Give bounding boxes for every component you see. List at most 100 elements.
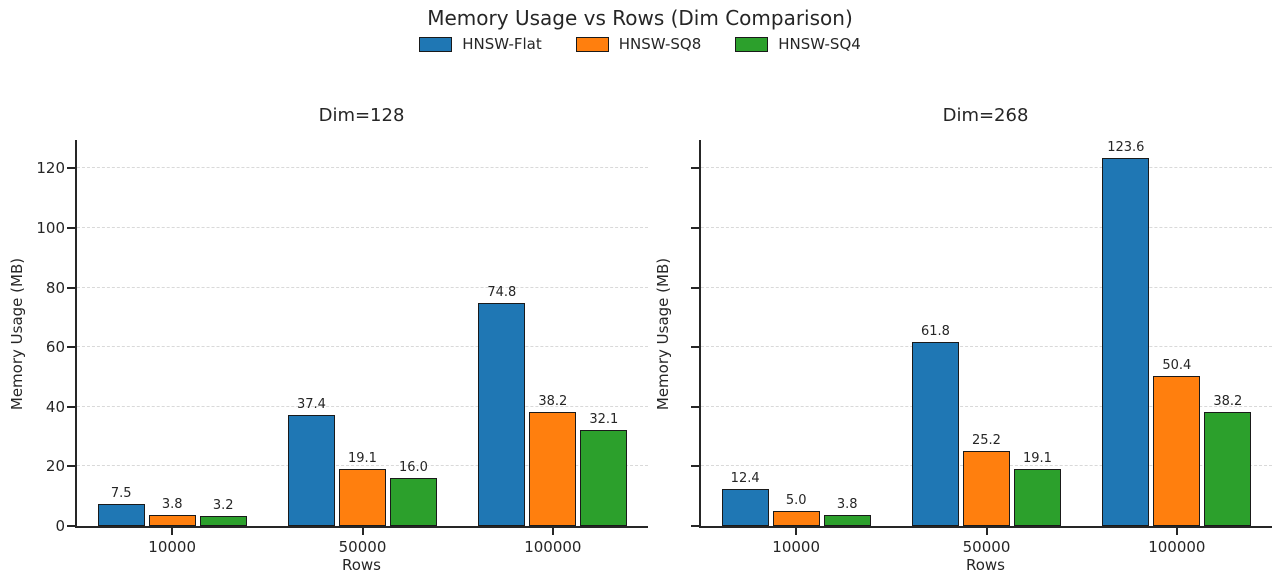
bar-group: 74.8 38.2 32.1: [458, 140, 648, 526]
bar-value-label: 3.8: [836, 496, 858, 512]
bar-hnsw-sq4: [389, 478, 437, 526]
chart-title: Memory Usage vs Rows (Dim Comparison): [427, 6, 853, 30]
bar-group: 7.5 3.8 3.2: [77, 140, 267, 526]
plot-area: 0 20 40 60 80 100 120 7.5 3.8 3.2 37.4 19.1 16.0 74.8…: [36, 140, 648, 556]
plot-area: 12.4 5.0 3.8 61.8 25.2 19.1 123.6 50.4 38.2 10000…: [691, 140, 1272, 556]
bar-wrap: 38.2: [529, 140, 577, 526]
bar-value-label: 12.4: [730, 471, 760, 487]
bar-value-label: 3.8: [161, 496, 183, 512]
gridline: [701, 405, 1272, 407]
x-tick: [795, 528, 798, 535]
y-axis-label: Memory Usage (MB): [8, 257, 26, 411]
bar-wrap: 74.8: [478, 140, 526, 526]
x-tick-label: 100000: [524, 538, 582, 556]
gridline: [701, 226, 1272, 228]
y-tick: [67, 167, 75, 170]
bar-hnsw-sq8: [529, 412, 577, 526]
bar-value-label: 25.2: [972, 432, 1001, 448]
bar-wrap: 19.1: [338, 140, 386, 526]
bar-hnsw-sq8: [148, 514, 196, 526]
gridline: [77, 167, 648, 169]
bar-wrap: 37.4: [287, 140, 335, 526]
bar-hnsw-sq8: [772, 511, 820, 526]
x-tick-label: 10000: [772, 538, 821, 556]
legend-swatch-icon: [419, 36, 453, 52]
bar-group: 123.6 50.4 38.2: [1082, 140, 1272, 526]
bar-wrap: 123.6: [1102, 139, 1150, 526]
bar-value-label: 5.0: [785, 493, 807, 509]
y-tick: [691, 405, 699, 408]
bar-hnsw-sq4: [823, 514, 871, 526]
bar-value-label: 38.2: [538, 394, 568, 410]
gridline: [77, 226, 648, 228]
bar-value-label: 123.6: [1107, 139, 1145, 155]
bar-value-label: 32.1: [589, 412, 619, 428]
y-tick: [67, 525, 75, 527]
bar-wrap: 5.0: [772, 140, 820, 526]
bar-group: 12.4 5.0 3.8: [701, 140, 891, 526]
bar-wrap: 19.1: [1013, 140, 1061, 526]
y-tick: [691, 226, 699, 229]
y-tick-label: 0: [55, 517, 65, 535]
gridline: [701, 286, 1272, 288]
gridline: [701, 167, 1272, 169]
bar-value-label: 19.1: [348, 451, 377, 467]
bar-value-label: 7.5: [110, 485, 132, 501]
bar-value-label: 19.1: [1023, 451, 1052, 467]
bar-hnsw-sq8: [962, 450, 1010, 526]
y-tick: [691, 465, 699, 468]
legend-item: HNSW-Flat: [419, 35, 542, 53]
gridline: [77, 465, 648, 467]
legend-label: HNSW-SQ4: [778, 35, 861, 53]
bar-hnsw-flat: [97, 503, 145, 526]
x-tick-label: 50000: [338, 538, 387, 556]
subplot-title: Dim=268: [942, 105, 1029, 126]
x-tick: [985, 528, 988, 535]
subplot-dim-128: Dim=128 Memory Usage (MB) 0 20 40 60 80 100 12…: [0, 100, 648, 588]
bar-wrap: 38.2: [1204, 140, 1252, 526]
legend-item: HNSW-SQ8: [575, 35, 702, 53]
y-tick-label: 60: [45, 338, 65, 357]
y-tick: [67, 286, 75, 289]
bar-value-label: 37.4: [297, 396, 326, 412]
bar-hnsw-flat: [721, 489, 769, 526]
y-tick: [691, 346, 699, 349]
bar-group: 61.8 25.2 19.1: [891, 140, 1081, 526]
legend-swatch-icon: [735, 36, 769, 52]
x-tick: [551, 528, 554, 535]
gridline: [77, 405, 648, 407]
bar-hnsw-sq4: [1013, 469, 1061, 526]
legend-label: HNSW-SQ8: [618, 35, 702, 53]
bar-value-label: 61.8: [921, 323, 950, 339]
gridline: [701, 346, 1272, 348]
y-tick: [691, 525, 699, 527]
x-tick-label: 50000: [962, 538, 1011, 556]
legend-label: HNSW-Flat: [462, 35, 542, 53]
bar-wrap: 7.5: [97, 140, 145, 526]
x-axis-label: Rows: [341, 556, 381, 574]
y-tick-label: 40: [45, 397, 65, 416]
bar-hnsw-flat: [287, 414, 335, 526]
x-tick: [361, 528, 364, 535]
x-tick: [171, 528, 174, 535]
x-tick-label: 10000: [148, 538, 197, 556]
bar-hnsw-sq8: [1153, 375, 1201, 526]
bar-wrap: 3.8: [823, 140, 871, 526]
y-tick-label: 80: [45, 278, 65, 297]
bar-hnsw-flat: [911, 341, 959, 526]
legend-swatch-icon: [575, 36, 609, 52]
x-tick-label: 100000: [1148, 538, 1206, 556]
bar-wrap: 3.2: [199, 140, 247, 526]
bar-wrap: 61.8: [911, 140, 959, 526]
y-tick: [67, 405, 75, 408]
gridline: [77, 286, 648, 288]
bar-wrap: 3.8: [148, 140, 196, 526]
bar-hnsw-flat: [478, 303, 526, 526]
bar-group: 37.4 19.1 16.0: [267, 140, 457, 526]
bar-value-label: 3.2: [212, 498, 234, 514]
y-axis-label: Memory Usage (MB): [654, 257, 672, 411]
bar-wrap: 16.0: [389, 140, 437, 526]
bar-hnsw-sq4: [1204, 412, 1252, 526]
y-tick: [67, 346, 75, 349]
